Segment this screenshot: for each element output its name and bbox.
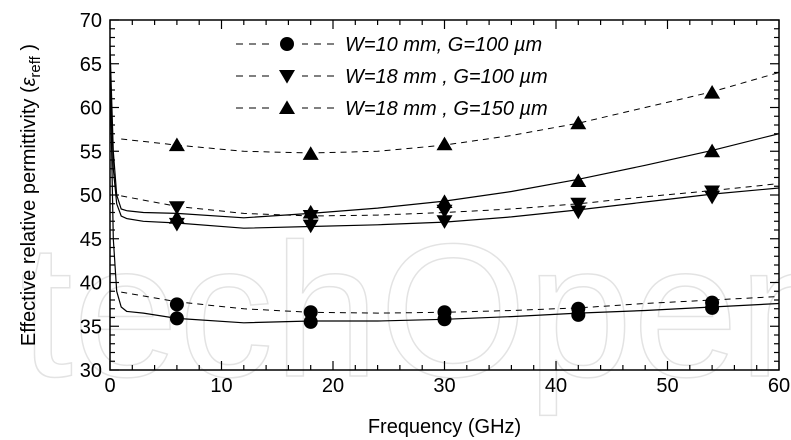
y-tick-label: 50 <box>80 185 102 207</box>
data-point-series-3 <box>704 85 721 99</box>
y-axis-label-main: Effective relative permittivity ( <box>18 86 40 346</box>
data-point-series-3 <box>302 204 319 219</box>
data-point-series-3 <box>704 143 721 158</box>
data-point-series-3 <box>436 194 453 208</box>
data-point-series-1 <box>303 314 318 329</box>
y-tick-label: 40 <box>80 273 102 295</box>
data-point-series-1 <box>571 307 586 322</box>
data-point-series-2 <box>570 205 587 220</box>
y-tick-label: 60 <box>80 98 102 120</box>
measured-curve-series-2 <box>110 54 779 229</box>
data-point-series-3 <box>168 210 185 224</box>
y-axis-label: Effective relative permittivity (εreff ) <box>18 44 44 346</box>
measured-curve-series-3 <box>110 46 779 219</box>
data-point-series-1 <box>303 305 318 320</box>
data-point-series-2 <box>302 219 319 234</box>
data-point-series-2 <box>436 204 453 219</box>
y-tick-label: 70 <box>80 10 102 32</box>
x-tick-label: 50 <box>656 375 678 397</box>
y-axis-label-subscript: reff <box>27 55 44 77</box>
y-tick-label: 30 <box>80 360 102 382</box>
legend-label-series-2: W=18 mm , G=100 µm <box>345 66 548 88</box>
data-point-series-2 <box>436 215 453 229</box>
y-tick-label: 65 <box>80 54 102 76</box>
legend-label-series-1: W=10 mm, G=100 µm <box>345 34 542 56</box>
data-point-series-3 <box>570 115 587 130</box>
data-point-series-1 <box>169 311 184 326</box>
data-point-series-3 <box>570 173 587 187</box>
data-point-series-2 <box>570 197 587 212</box>
data-point-series-3 <box>436 136 453 151</box>
data-point-series-2 <box>168 201 185 215</box>
x-tick-label: 60 <box>768 375 790 397</box>
x-tick-label: 0 <box>104 375 115 397</box>
data-point-series-3 <box>168 137 185 152</box>
y-tick-label: 45 <box>80 229 102 251</box>
data-point-series-1 <box>437 312 452 327</box>
legend-marker-series-3 <box>279 100 295 114</box>
data-point-series-3 <box>302 146 319 160</box>
y-tick-label: 35 <box>80 316 102 338</box>
measured-curve-series-1 <box>110 63 779 324</box>
data-point-series-1 <box>169 297 184 312</box>
data-point-series-2 <box>704 190 721 205</box>
x-tick-label: 20 <box>322 375 344 397</box>
x-axis-label: Frequency (GHz) <box>368 416 521 438</box>
y-axis-label-close: ) <box>18 44 40 56</box>
legend-marker-series-1 <box>280 37 294 51</box>
x-tick-label: 10 <box>210 375 232 397</box>
watermark-text: techOpen <box>20 205 791 417</box>
legend-marker-series-2 <box>279 70 295 84</box>
x-tick-label: 30 <box>433 375 455 397</box>
data-point-series-1 <box>705 300 720 315</box>
legend-label-series-3: W=18 mm , G=150 µm <box>345 98 548 120</box>
x-tick-label: 40 <box>545 375 567 397</box>
y-tick-label: 55 <box>80 141 102 163</box>
y-axis-label-symbol: ε <box>18 76 40 86</box>
